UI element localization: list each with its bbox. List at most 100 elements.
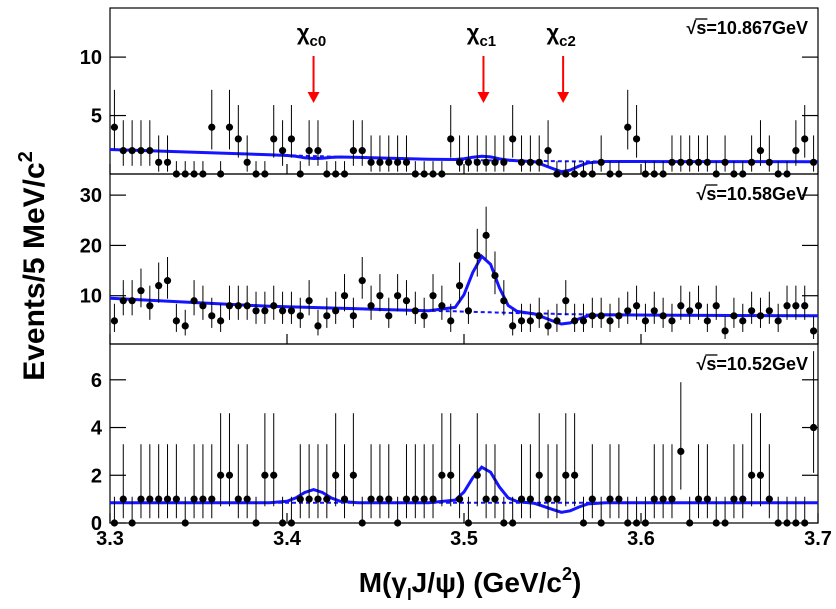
data-point xyxy=(287,519,296,527)
data-point xyxy=(455,282,464,290)
fit-curve xyxy=(110,253,818,326)
data-point xyxy=(686,307,694,315)
data-point xyxy=(208,312,216,320)
data-point xyxy=(455,495,464,503)
data-point xyxy=(641,519,650,527)
data-point xyxy=(296,495,304,503)
data-point xyxy=(712,302,720,310)
data-point xyxy=(579,519,588,527)
data-point xyxy=(473,471,481,479)
y-tick-label: 4 xyxy=(91,418,103,440)
data-point xyxy=(668,158,676,166)
data-point xyxy=(783,302,791,310)
data-point xyxy=(385,312,393,320)
data-point xyxy=(155,282,163,290)
marker-label: χc1 xyxy=(467,20,496,50)
data-point xyxy=(553,317,561,325)
data-point xyxy=(748,307,756,315)
data-point xyxy=(110,519,119,527)
data-point xyxy=(544,147,552,155)
data-point xyxy=(270,302,278,310)
data-point xyxy=(748,471,756,479)
data-point xyxy=(252,519,260,527)
data-point xyxy=(225,471,234,479)
data-point xyxy=(155,495,163,503)
data-point xyxy=(411,307,419,315)
data-point xyxy=(632,135,641,143)
data-point xyxy=(721,327,729,335)
data-point xyxy=(225,123,234,131)
x-label-post: ) xyxy=(572,567,581,598)
data-point xyxy=(464,519,473,527)
data-point xyxy=(624,307,632,315)
data-point xyxy=(376,292,384,300)
data-point xyxy=(473,158,481,166)
data-point xyxy=(659,312,667,320)
data-point xyxy=(402,158,411,166)
data-point xyxy=(588,495,596,503)
data-point xyxy=(394,158,402,166)
data-point xyxy=(482,158,490,166)
data-point xyxy=(686,158,694,166)
data-point xyxy=(765,307,773,315)
data-point xyxy=(553,495,561,503)
panel: 5 10 √s=10.867GeV xyxy=(80,7,819,178)
data-point xyxy=(482,495,490,503)
data-point xyxy=(464,307,473,315)
data-point xyxy=(694,302,703,310)
data-point xyxy=(217,317,225,325)
data-point xyxy=(562,297,570,305)
data-point xyxy=(110,123,119,131)
data-point xyxy=(588,312,596,320)
y-tick-label: 10 xyxy=(80,286,102,308)
data-point xyxy=(394,519,402,527)
y-label-text: Events/5 MeV/c xyxy=(18,162,51,380)
data-point xyxy=(703,317,711,325)
data-point xyxy=(323,495,331,503)
data-point xyxy=(199,495,207,503)
x-label-mid: J/ψ) (GeV/c xyxy=(412,567,562,598)
x-label-pre: M(γ xyxy=(359,567,408,598)
energy-label: √s=10.867GeV xyxy=(687,18,808,38)
data-point xyxy=(287,307,296,315)
data-point xyxy=(606,495,614,503)
data-point xyxy=(526,317,534,325)
data-point xyxy=(491,495,499,503)
data-point xyxy=(278,519,287,527)
data-point xyxy=(438,302,446,310)
data-point xyxy=(411,495,419,503)
data-point xyxy=(172,317,180,325)
marker-symbol: χ xyxy=(467,20,480,45)
data-point xyxy=(677,447,685,455)
data-point xyxy=(252,307,260,315)
data-point xyxy=(579,317,588,325)
data-point xyxy=(128,297,136,305)
data-point xyxy=(624,123,632,131)
data-point xyxy=(765,495,773,503)
data-point xyxy=(703,495,711,503)
fit-curve xyxy=(110,465,818,514)
data-point xyxy=(278,147,287,155)
data-point xyxy=(571,471,579,479)
data-point xyxy=(774,317,782,325)
data-point xyxy=(792,147,800,155)
data-point xyxy=(694,495,703,503)
marker-subscript: c2 xyxy=(559,33,576,50)
data-point xyxy=(234,135,242,143)
background-curve xyxy=(110,148,818,163)
marker-symbol: χ xyxy=(297,20,310,45)
data-point xyxy=(332,307,340,315)
energy-label: √s=10.52GeV xyxy=(697,354,808,374)
data-point xyxy=(270,471,278,479)
data-point xyxy=(128,519,136,527)
data-point xyxy=(650,307,658,315)
x-tick-label: 3.5 xyxy=(450,528,478,550)
y-tick-label: 20 xyxy=(80,235,102,257)
data-point xyxy=(509,519,517,527)
data-point xyxy=(225,302,234,310)
data-point xyxy=(809,158,818,166)
data-point xyxy=(703,158,711,166)
data-point xyxy=(402,297,411,305)
data-point xyxy=(482,231,490,239)
